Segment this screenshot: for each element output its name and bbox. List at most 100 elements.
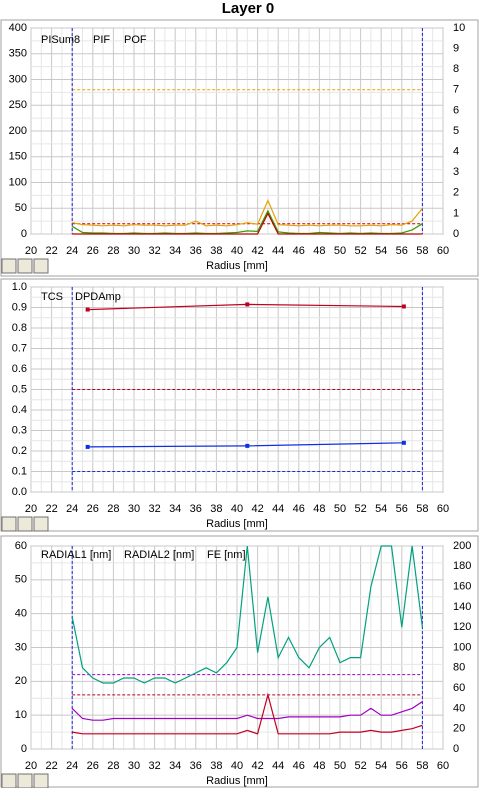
y-tick-label: 100 (9, 176, 27, 188)
y-tick-label: 0.6 (12, 363, 27, 375)
x-tick-label: 22 (45, 503, 57, 515)
y2-tick-label: 160 (453, 581, 471, 593)
x-tick-label: 34 (169, 503, 181, 515)
x-tick-label: 30 (128, 245, 140, 257)
series-line (72, 212, 423, 235)
legend-entry: FE [nm] (207, 549, 246, 561)
x-tick-label: 56 (396, 760, 408, 772)
x-tick-label: 54 (375, 503, 387, 515)
toolbar-button[interactable] (33, 516, 49, 532)
point-marker (245, 443, 250, 448)
y2-tick-label: 0 (453, 228, 459, 240)
x-tick-label: 40 (231, 760, 243, 772)
x-axis-label: Radius [mm] (206, 260, 268, 272)
legend-entry: RADIAL1 [nm] (41, 549, 111, 561)
toolbar-button[interactable] (1, 258, 17, 274)
x-tick-label: 38 (210, 760, 222, 772)
x-axis-label: Radius [mm] (206, 518, 268, 530)
x-tick-label: 58 (416, 760, 428, 772)
x-tick-label: 58 (416, 245, 428, 257)
toolbar-button[interactable] (17, 258, 33, 274)
x-tick-label: 36 (190, 245, 202, 257)
x-tick-label: 44 (272, 245, 284, 257)
point-marker (401, 304, 406, 309)
x-tick-label: 24 (66, 245, 78, 257)
y-tick-label: 0.3 (12, 424, 27, 436)
x-tick-label: 20 (25, 245, 37, 257)
y2-tick-label: 4 (453, 146, 459, 158)
y-tick-label: 60 (15, 540, 27, 552)
x-tick-label: 44 (272, 503, 284, 515)
y-tick-label: 30 (15, 641, 27, 653)
y2-tick-label: 100 (453, 641, 471, 653)
toolbar-button[interactable] (33, 258, 49, 274)
toolbar-button[interactable] (17, 773, 33, 788)
x-tick-label: 36 (190, 760, 202, 772)
y2-tick-label: 2 (453, 187, 459, 199)
x-tick-label: 42 (251, 503, 263, 515)
toolbar-button[interactable] (1, 516, 17, 532)
y2-tick-label: 180 (453, 560, 471, 572)
toolbar-button[interactable] (33, 773, 49, 788)
y-tick-label: 200 (9, 125, 27, 137)
x-tick-label: 50 (334, 760, 346, 772)
y2-tick-label: 7 (453, 84, 459, 96)
x-tick-label: 60 (437, 760, 449, 772)
x-tick-label: 20 (25, 503, 37, 515)
x-tick-label: 34 (169, 760, 181, 772)
y2-tick-label: 20 (453, 723, 465, 735)
x-tick-label: 52 (354, 245, 366, 257)
y2-tick-label: 80 (453, 662, 465, 674)
legend-entry: RADIAL2 [nm] (124, 549, 194, 561)
y-tick-label: 400 (9, 22, 27, 34)
x-tick-label: 28 (107, 503, 119, 515)
x-tick-label: 22 (45, 760, 57, 772)
point-marker (85, 307, 90, 312)
y2-tick-label: 1 (453, 207, 459, 219)
x-tick-label: 30 (128, 760, 140, 772)
x-tick-label: 38 (210, 245, 222, 257)
x-tick-label: 32 (148, 503, 160, 515)
x-tick-label: 48 (313, 503, 325, 515)
y-tick-label: 10 (15, 709, 27, 721)
x-tick-label: 50 (334, 245, 346, 257)
y2-tick-label: 200 (453, 540, 471, 552)
x-tick-label: 26 (87, 245, 99, 257)
x-axis-label: Radius [mm] (206, 775, 268, 787)
y2-tick-label: 8 (453, 63, 459, 75)
toolbar-button[interactable] (1, 773, 17, 788)
y2-tick-label: 10 (453, 22, 465, 34)
x-tick-label: 28 (107, 245, 119, 257)
x-tick-label: 32 (148, 760, 160, 772)
legend-entry: PIF (93, 34, 110, 46)
x-tick-label: 40 (231, 245, 243, 257)
x-tick-label: 36 (190, 503, 202, 515)
y-tick-label: 40 (15, 608, 27, 620)
y2-tick-label: 40 (453, 702, 465, 714)
y-tick-label: 20 (15, 675, 27, 687)
y-tick-label: 0.9 (12, 301, 27, 313)
y-tick-label: 350 (9, 48, 27, 60)
toolbar-button[interactable] (17, 516, 33, 532)
x-tick-label: 60 (437, 245, 449, 257)
y-tick-label: 150 (9, 151, 27, 163)
x-tick-label: 50 (334, 503, 346, 515)
x-tick-label: 56 (396, 245, 408, 257)
legend-entry: PISum8 (41, 34, 80, 46)
x-tick-label: 56 (396, 503, 408, 515)
y2-tick-label: 60 (453, 682, 465, 694)
x-tick-label: 46 (293, 503, 305, 515)
point-marker (85, 444, 90, 449)
y-tick-label: 250 (9, 99, 27, 111)
y2-tick-label: 120 (453, 621, 471, 633)
x-tick-label: 52 (354, 503, 366, 515)
y-tick-label: 0 (21, 743, 27, 755)
y2-tick-label: 6 (453, 104, 459, 116)
x-tick-label: 24 (66, 503, 78, 515)
legend-entry: POF (124, 34, 147, 46)
y2-tick-label: 5 (453, 125, 459, 137)
x-tick-label: 26 (87, 503, 99, 515)
x-tick-label: 24 (66, 760, 78, 772)
series-line (72, 198, 423, 227)
x-tick-label: 44 (272, 760, 284, 772)
